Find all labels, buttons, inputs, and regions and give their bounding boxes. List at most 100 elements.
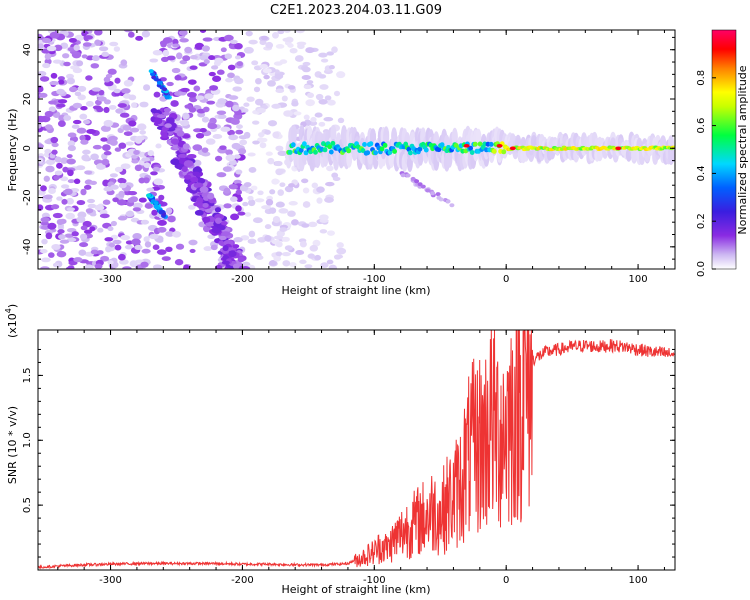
- heat-cell-574: [230, 118, 240, 125]
- heat-cell-967: [275, 88, 285, 94]
- y-scale-label: (x104): [4, 304, 19, 338]
- heat-cell-355: [210, 65, 219, 70]
- heat-cell-601: [56, 162, 63, 169]
- heat-cell-611: [89, 212, 97, 217]
- top-x-tick-label-4: 100: [629, 274, 648, 285]
- heat-cell-1319: [211, 227, 222, 234]
- heat-cell-1039: [84, 170, 93, 175]
- heat-cell-539: [65, 73, 75, 79]
- heat-cell-119: [227, 64, 236, 71]
- heat-cell-1042: [123, 30, 133, 33]
- heat-cell-515: [233, 154, 241, 159]
- heat-cell-474: [77, 85, 87, 92]
- heat-cell-1313: [153, 117, 163, 125]
- heat-cell-2094: [496, 144, 503, 148]
- heat-cell-532: [243, 102, 250, 107]
- colorbar-tick-label-3: 0.6: [696, 118, 707, 134]
- heat-cell-1852: [290, 142, 296, 148]
- heat-cell-906: [144, 203, 153, 209]
- heat-cell-890: [118, 190, 125, 198]
- heat-cell-782: [225, 149, 233, 156]
- heat-cell-332: [57, 76, 65, 81]
- heat-cell-991: [127, 197, 135, 203]
- heat-cell-839: [303, 84, 312, 90]
- heat-cell-970: [53, 175, 60, 181]
- heat-cell-791: [273, 61, 283, 66]
- heat-cell-831: [67, 265, 75, 269]
- heat-cell-344: [225, 100, 234, 108]
- colorbar-tick-label-0: 0.0: [696, 261, 707, 277]
- heat-cell-911: [46, 45, 57, 52]
- heat-cell-994: [209, 85, 219, 91]
- heat-cell-1967: [472, 141, 478, 147]
- heat-cell-1237: [196, 197, 204, 204]
- heat-cell-1416: [290, 125, 297, 143]
- heat-cell-67: [38, 85, 44, 93]
- heat-cell-412: [114, 166, 123, 173]
- heat-cell-523: [287, 85, 296, 90]
- heat-cell-211: [223, 203, 232, 209]
- heat-cell-667: [143, 162, 151, 169]
- heat-cell-2115: [410, 176, 416, 181]
- heat-cell-949: [87, 198, 95, 204]
- heat-cell-971: [201, 45, 210, 52]
- heat-cell-1029: [140, 219, 150, 225]
- heat-cell-1877: [330, 140, 336, 146]
- heat-cell-933: [58, 234, 66, 240]
- heat-cell-737: [273, 256, 281, 262]
- top-x-tick-label-2: -100: [363, 274, 386, 285]
- heat-cell-398: [235, 205, 242, 212]
- heat-cell-723: [158, 194, 165, 201]
- heat-cell-827: [116, 199, 127, 206]
- heat-cell-531: [86, 129, 96, 134]
- heat-cell-1281: [190, 176, 199, 183]
- heat-cell-148: [316, 186, 325, 193]
- heat-cell-1062: [256, 107, 266, 114]
- heat-cell-941: [71, 231, 79, 237]
- heat-cell-741: [307, 253, 316, 259]
- heat-cell-1009: [282, 260, 291, 267]
- heat-cell-812: [203, 59, 210, 65]
- heat-cell-631: [131, 238, 141, 246]
- heat-cell-705: [43, 175, 51, 182]
- heat-cell-1038: [129, 127, 140, 133]
- heat-cell-336: [132, 202, 143, 209]
- heat-cell-290: [124, 244, 133, 250]
- heat-cell-340: [107, 68, 117, 75]
- heat-cell-1285: [223, 239, 234, 246]
- heat-cell-564: [217, 114, 227, 120]
- heat-cell-981: [56, 219, 64, 225]
- heat-cell-1012: [73, 257, 83, 263]
- heat-cell-913: [56, 88, 65, 95]
- heat-cell-104: [67, 140, 76, 147]
- heat-cell-969: [51, 142, 59, 148]
- heat-cell-150: [248, 166, 257, 173]
- heat-cell-810: [65, 212, 75, 220]
- heat-cell-777: [139, 101, 149, 108]
- heat-cell-662: [269, 189, 276, 195]
- heat-cell-1208: [196, 177, 206, 184]
- heat-cell-414: [62, 166, 69, 173]
- heat-cell-228: [327, 99, 336, 106]
- heat-cell-488: [74, 91, 82, 97]
- heat-cell-255: [82, 149, 91, 155]
- heat-cell-1008: [238, 148, 247, 155]
- heat-cell-447: [77, 94, 86, 101]
- heat-cell-560: [247, 195, 254, 201]
- heat-cell-910: [103, 186, 114, 192]
- heat-cell-892: [165, 231, 175, 237]
- heat-cell-321: [301, 178, 309, 184]
- heat-cell-1897: [362, 142, 367, 147]
- heat-cell-950: [157, 226, 167, 233]
- heat-cell-1045: [62, 53, 70, 59]
- heat-cell-2117: [417, 182, 423, 187]
- heat-cell-591: [160, 41, 167, 48]
- heat-cell-1018: [174, 74, 182, 81]
- heat-cell-1318: [221, 231, 231, 237]
- heat-cell-1946: [439, 142, 445, 148]
- heat-cell-1936: [423, 147, 429, 153]
- heat-cell-1019: [40, 217, 50, 223]
- heat-cell-646: [242, 108, 249, 113]
- heat-cell-41: [227, 129, 235, 136]
- spectrogram-frame: [37, 29, 676, 270]
